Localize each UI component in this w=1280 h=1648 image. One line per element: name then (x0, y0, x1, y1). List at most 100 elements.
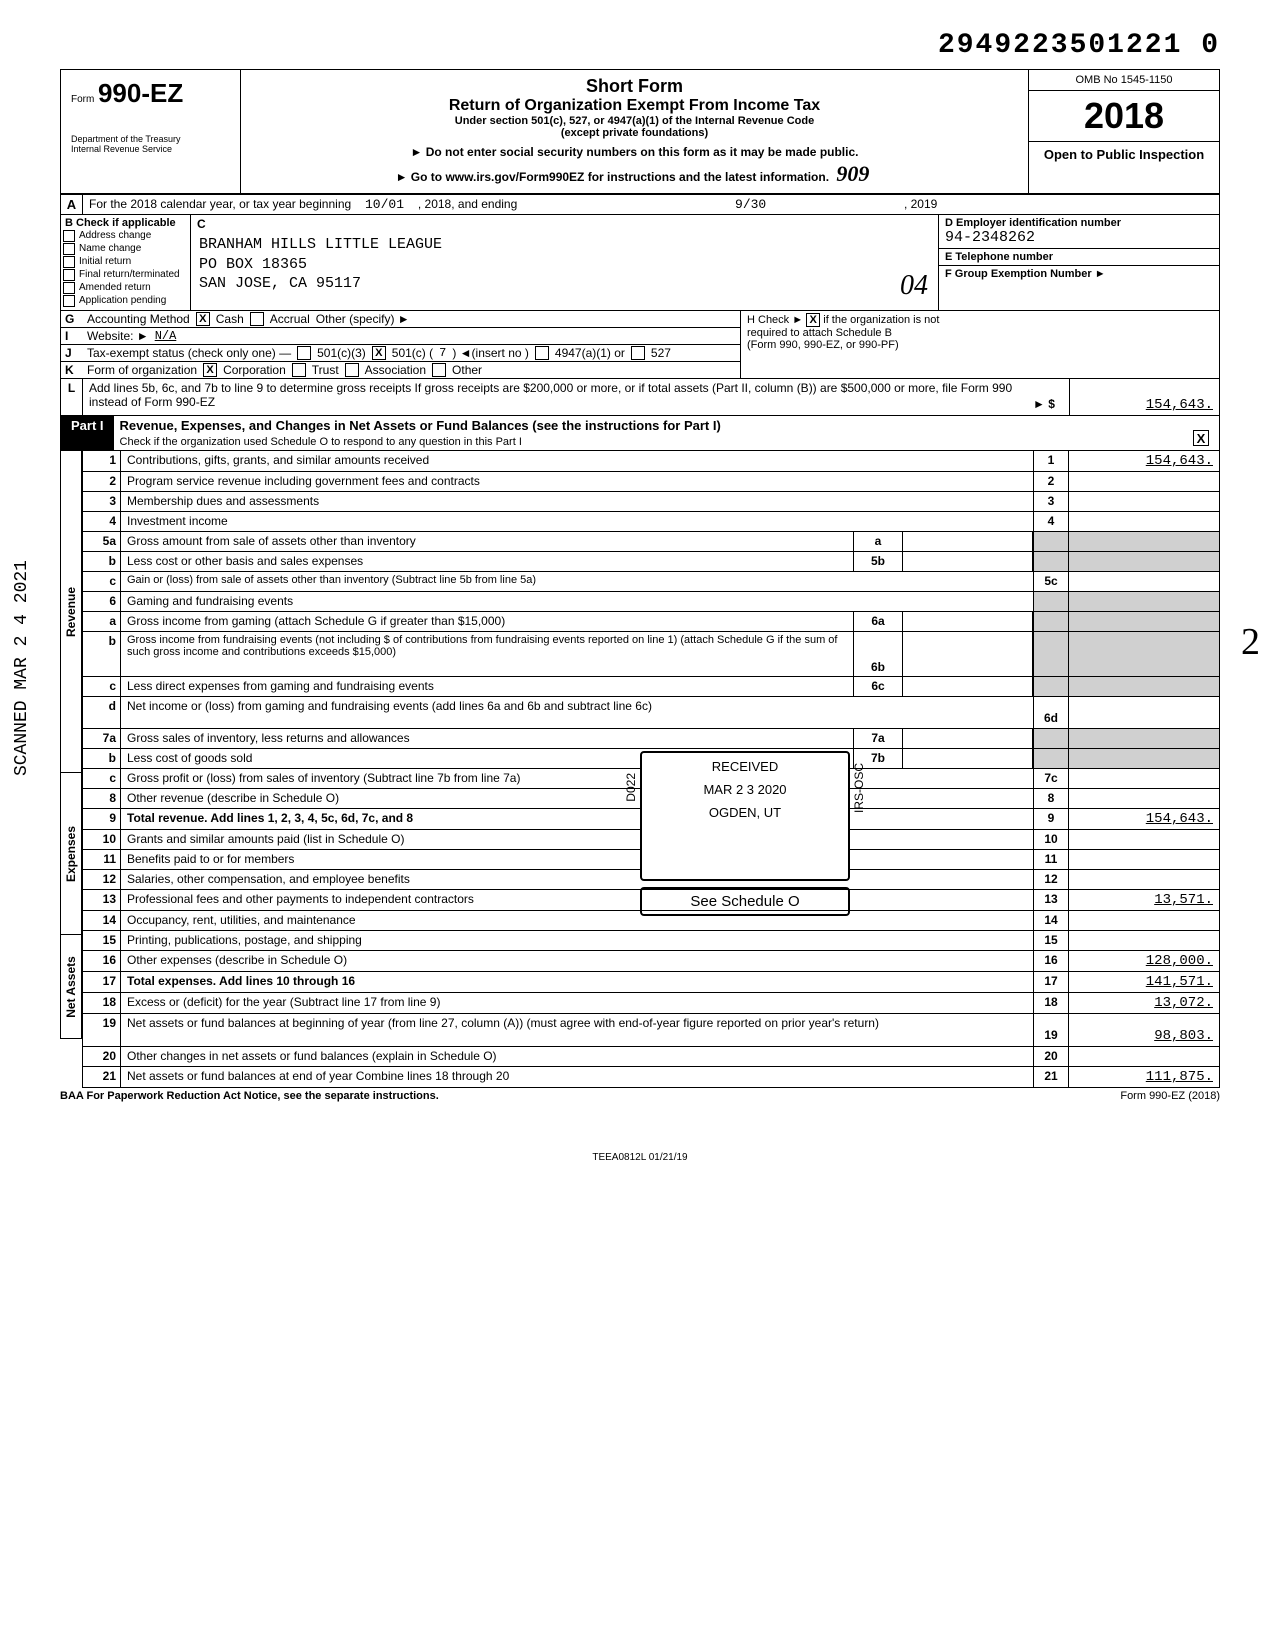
line-a: A For the 2018 calendar year, or tax yea… (60, 195, 1220, 215)
block-b: B Check if applicable Address change Nam… (61, 215, 191, 310)
line-5b-desc: Less cost or other basis and sales expen… (121, 552, 853, 571)
chk-527[interactable] (631, 346, 645, 360)
accounting-method-label: Accounting Method (87, 312, 190, 326)
line-6d-desc: Net income or (loss) from gaming and fun… (121, 697, 1033, 728)
irs-osc-label: IRS-OSC (852, 763, 866, 813)
title-url: ► Go to www.irs.gov/Form990EZ for instru… (251, 161, 1018, 187)
received-stamp: D022 IRS-OSC RECEIVED MAR 2 3 2020 OGDEN… (640, 751, 850, 881)
footer-baa: BAA For Paperwork Reduction Act Notice, … (60, 1090, 439, 1102)
chk-name-change[interactable]: Name change (63, 243, 188, 255)
part1-sub: Check if the organization used Schedule … (120, 436, 522, 448)
omb-number: OMB No 1545-1150 (1029, 70, 1219, 91)
line-10-desc: Grants and similar amounts paid (list in… (121, 830, 1033, 849)
line-1-val: 154,643. (1069, 451, 1219, 471)
block-d: D Employer identification number 94-2348… (939, 215, 1219, 310)
line-16-val: 128,000. (1069, 951, 1219, 971)
line-3-desc: Membership dues and assessments (121, 492, 1033, 511)
ein-value: 94-2348262 (945, 229, 1213, 246)
footer: BAA For Paperwork Reduction Act Notice, … (60, 1090, 1220, 1102)
line-4-val (1069, 512, 1219, 531)
phone-label: E Telephone number (945, 251, 1213, 263)
line-9-val: 154,643. (1069, 809, 1219, 829)
chk-501c3[interactable] (297, 346, 311, 360)
chk-application-pending[interactable]: Application pending (63, 295, 188, 307)
handwritten-2: 2 (1241, 620, 1260, 664)
right-box: OMB No 1545-1150 2018 Open to Public Ins… (1029, 70, 1219, 193)
block-b-header: B Check if applicable (63, 217, 188, 229)
chk-cash[interactable]: X (196, 312, 210, 326)
org-addr2: SAN JOSE, CA 95117 (199, 274, 930, 294)
org-addr1: PO BOX 18365 (199, 255, 930, 275)
chk-501c[interactable]: X (372, 346, 386, 360)
chk-no-schedule-b[interactable]: X (806, 313, 820, 327)
line-2-desc: Program service revenue including govern… (121, 472, 1033, 491)
org-name: BRANHAM HILLS LITTLE LEAGUE (199, 235, 930, 255)
line-14-desc: Occupancy, rent, utilities, and maintena… (121, 911, 1033, 930)
line-17-desc: Total expenses. Add lines 10 through 16 (121, 972, 1033, 992)
block-c-label: C (197, 217, 206, 233)
line-11-desc: Benefits paid to or for members (121, 850, 1033, 869)
footer-teea: TEEA0812L 01/21/19 (60, 1152, 1220, 1163)
line-18-val: 13,072. (1069, 993, 1219, 1013)
line-3-val (1069, 492, 1219, 511)
d022-label: D022 (624, 773, 638, 802)
form-prefix: Form (71, 94, 94, 105)
form-number: 990-EZ (98, 78, 183, 108)
block-c: C BRANHAM HILLS LITTLE LEAGUE PO BOX 183… (191, 215, 939, 310)
line-8-desc: Other revenue (describe in Schedule O) (121, 789, 1033, 808)
tax-year-end[interactable] (721, 197, 781, 212)
chk-trust[interactable] (292, 363, 306, 377)
line-a-label: A (61, 195, 83, 214)
chk-initial-return[interactable]: Initial return (63, 256, 188, 268)
form-header: Form 990-EZ Department of the Treasury I… (60, 69, 1220, 195)
chk-association[interactable] (345, 363, 359, 377)
line-15-desc: Printing, publications, postage, and shi… (121, 931, 1033, 950)
side-net-assets: Net Assets (64, 956, 78, 1018)
chk-schedule-o-part1[interactable]: X (1193, 430, 1209, 446)
line-21-desc: Net assets or fund balances at end of ye… (121, 1067, 1033, 1087)
line-a-text2: , 2018, and ending (418, 197, 517, 211)
line-k-label: K (65, 363, 81, 377)
line-18-desc: Excess or (deficit) for the year (Subtra… (121, 993, 1033, 1013)
line-l-label: L (61, 379, 83, 415)
line-5c-val (1069, 572, 1219, 591)
tax-year-begin[interactable] (355, 197, 415, 212)
line-14-val (1069, 911, 1219, 930)
line-g-label: G (65, 312, 81, 326)
line-7c-desc: Gross profit or (loss) from sales of inv… (121, 769, 1033, 788)
ein-label: D Employer identification number (945, 217, 1213, 229)
chk-other[interactable] (432, 363, 446, 377)
form-org-label: Form of organization (87, 363, 197, 377)
line-10-val (1069, 830, 1219, 849)
handwritten-04: 04 (900, 268, 928, 304)
line-16-desc: Other expenses (describe in Schedule O) (121, 951, 1033, 971)
line-6b-desc: Gross income from fundraising events (no… (121, 632, 853, 676)
tax-exempt-label: Tax-exempt status (check only one) — (87, 346, 291, 360)
chk-amended-return[interactable]: Amended return (63, 282, 188, 294)
line-8-val (1069, 789, 1219, 808)
chk-4947[interactable] (535, 346, 549, 360)
line-19-val: 98,803. (1069, 1014, 1219, 1046)
chk-corporation[interactable]: X (203, 363, 217, 377)
see-schedule-o-stamp: See Schedule O (640, 887, 850, 916)
line-4-desc: Investment income (121, 512, 1033, 531)
line-a-text1: For the 2018 calendar year, or tax year … (89, 197, 351, 211)
line-21-val: 111,875. (1069, 1067, 1219, 1087)
line-15-val (1069, 931, 1219, 950)
chk-address-change[interactable]: Address change (63, 230, 188, 242)
chk-final-return[interactable]: Final return/terminated (63, 269, 188, 281)
form-id-box: Form 990-EZ Department of the Treasury I… (61, 70, 241, 193)
line-j-label: J (65, 346, 81, 360)
line-12-desc: Salaries, other compensation, and employ… (121, 870, 1033, 889)
line-2-val (1069, 472, 1219, 491)
line-13-desc: Professional fees and other payments to … (121, 890, 1033, 910)
part1-table: D022 IRS-OSC RECEIVED MAR 2 3 2020 OGDEN… (60, 451, 1220, 1088)
dept-label: Department of the Treasury Internal Reve… (71, 135, 230, 155)
line-6a-desc: Gross income from gaming (attach Schedul… (121, 612, 853, 631)
line-7a-desc: Gross sales of inventory, less returns a… (121, 729, 853, 748)
title-short-form: Short Form (251, 76, 1018, 97)
line-l-arrow: ► $ (1029, 379, 1069, 415)
line-20-val (1069, 1047, 1219, 1066)
group-exemption-label: F Group Exemption Number ► (945, 268, 1213, 280)
chk-accrual[interactable] (250, 312, 264, 326)
